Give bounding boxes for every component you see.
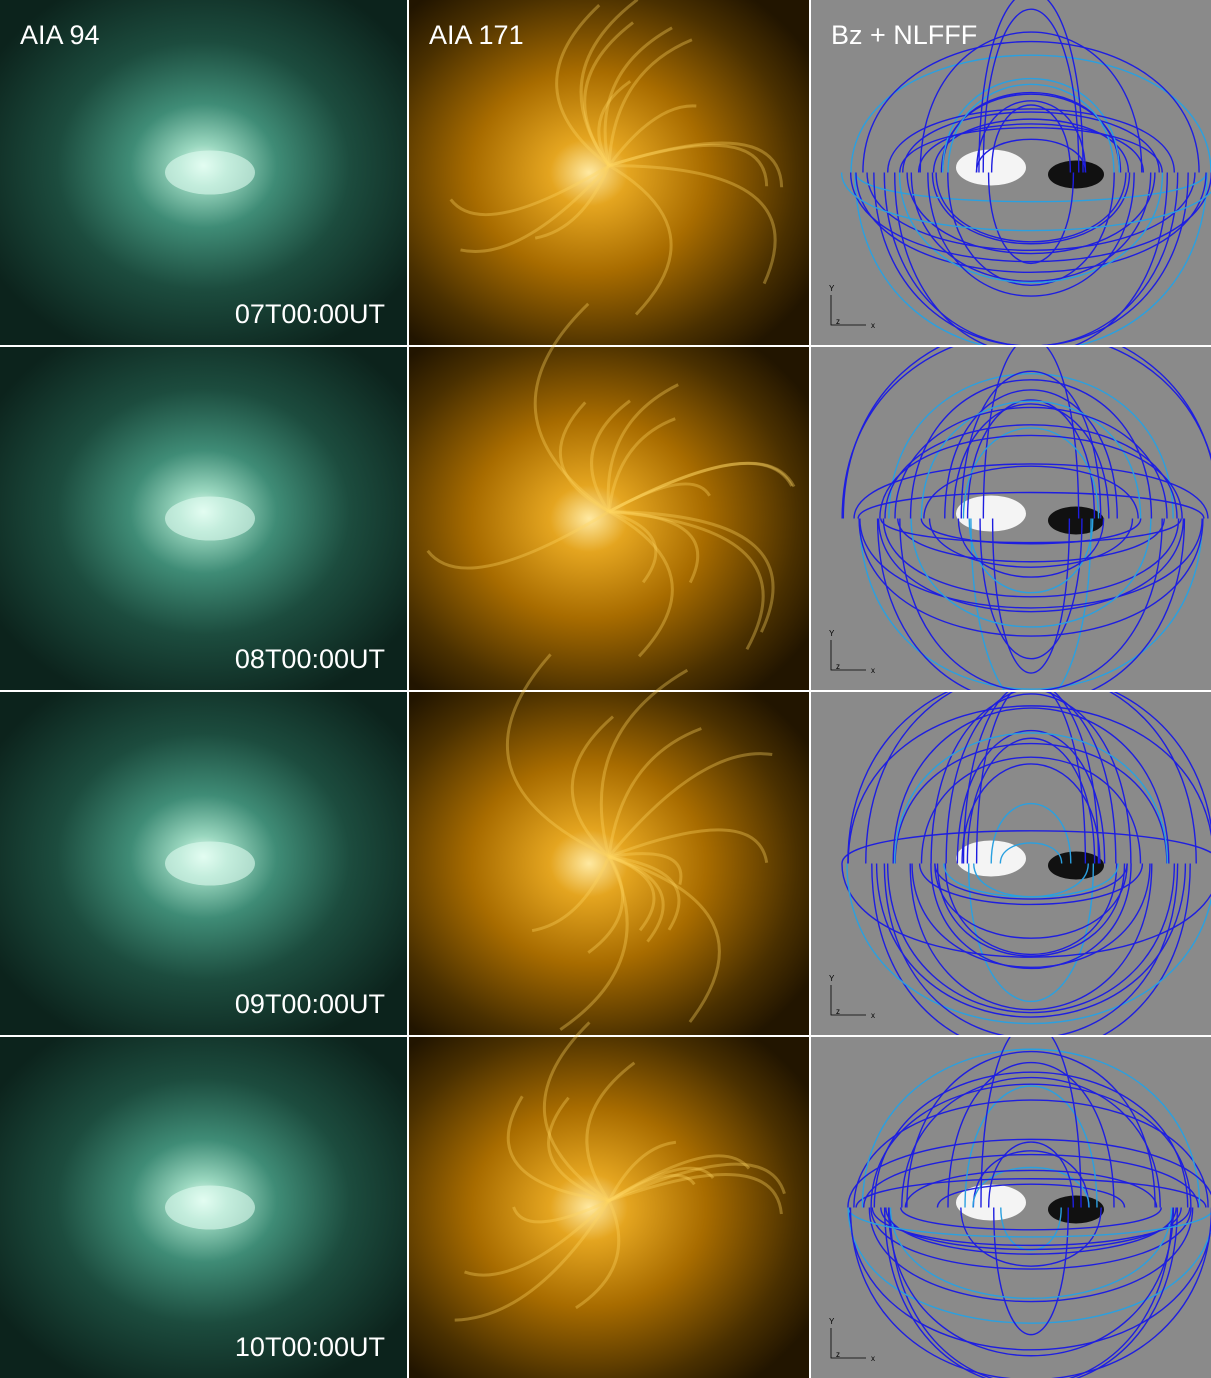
page: Yz x 07T00:00UT Yz x 08T00:00UT Yz x 09T00:00UT Y… <box>0 0 1211 1378</box>
bz-panel <box>811 1022 1211 1378</box>
negative-polarity <box>1048 852 1104 880</box>
bright-core <box>165 1186 255 1230</box>
column-title: AIA 94 <box>20 20 100 50</box>
axis-z: z <box>836 317 840 326</box>
bright-core <box>165 842 255 886</box>
axis-z: z <box>836 1007 840 1016</box>
figure: Yz x 07T00:00UT Yz x 08T00:00UT Yz x 09T00:00UT Y… <box>0 0 1211 1378</box>
negative-polarity <box>1048 161 1104 189</box>
aia171-image <box>409 347 809 690</box>
bright-core <box>165 497 255 541</box>
axis-y: Y <box>829 284 835 293</box>
bright-core <box>165 151 255 195</box>
time-label: 08T00:00UT <box>235 644 385 674</box>
time-label: 09T00:00UT <box>235 989 385 1019</box>
bz-panel <box>811 325 1211 708</box>
axis-y: Y <box>829 974 835 983</box>
axis-x: x <box>871 321 875 330</box>
axis-y: Y <box>829 1317 835 1326</box>
axis-z: z <box>836 1350 840 1359</box>
axis-z: z <box>836 662 840 671</box>
aia171-image <box>409 0 809 345</box>
negative-polarity <box>1048 507 1104 535</box>
column-title: AIA 171 <box>429 20 524 50</box>
time-label: 07T00:00UT <box>235 299 385 329</box>
axis-x: x <box>871 666 875 675</box>
axis-x: x <box>871 1011 875 1020</box>
time-label: 10T00:00UT <box>235 1332 385 1362</box>
axis-x: x <box>871 1354 875 1363</box>
positive-polarity <box>956 496 1026 532</box>
bz-panel <box>811 671 1211 1054</box>
axis-y: Y <box>829 629 835 638</box>
column-title: Bz + NLFFF <box>831 20 977 50</box>
bz-panel <box>811 0 1211 354</box>
negative-polarity <box>1048 1196 1104 1224</box>
